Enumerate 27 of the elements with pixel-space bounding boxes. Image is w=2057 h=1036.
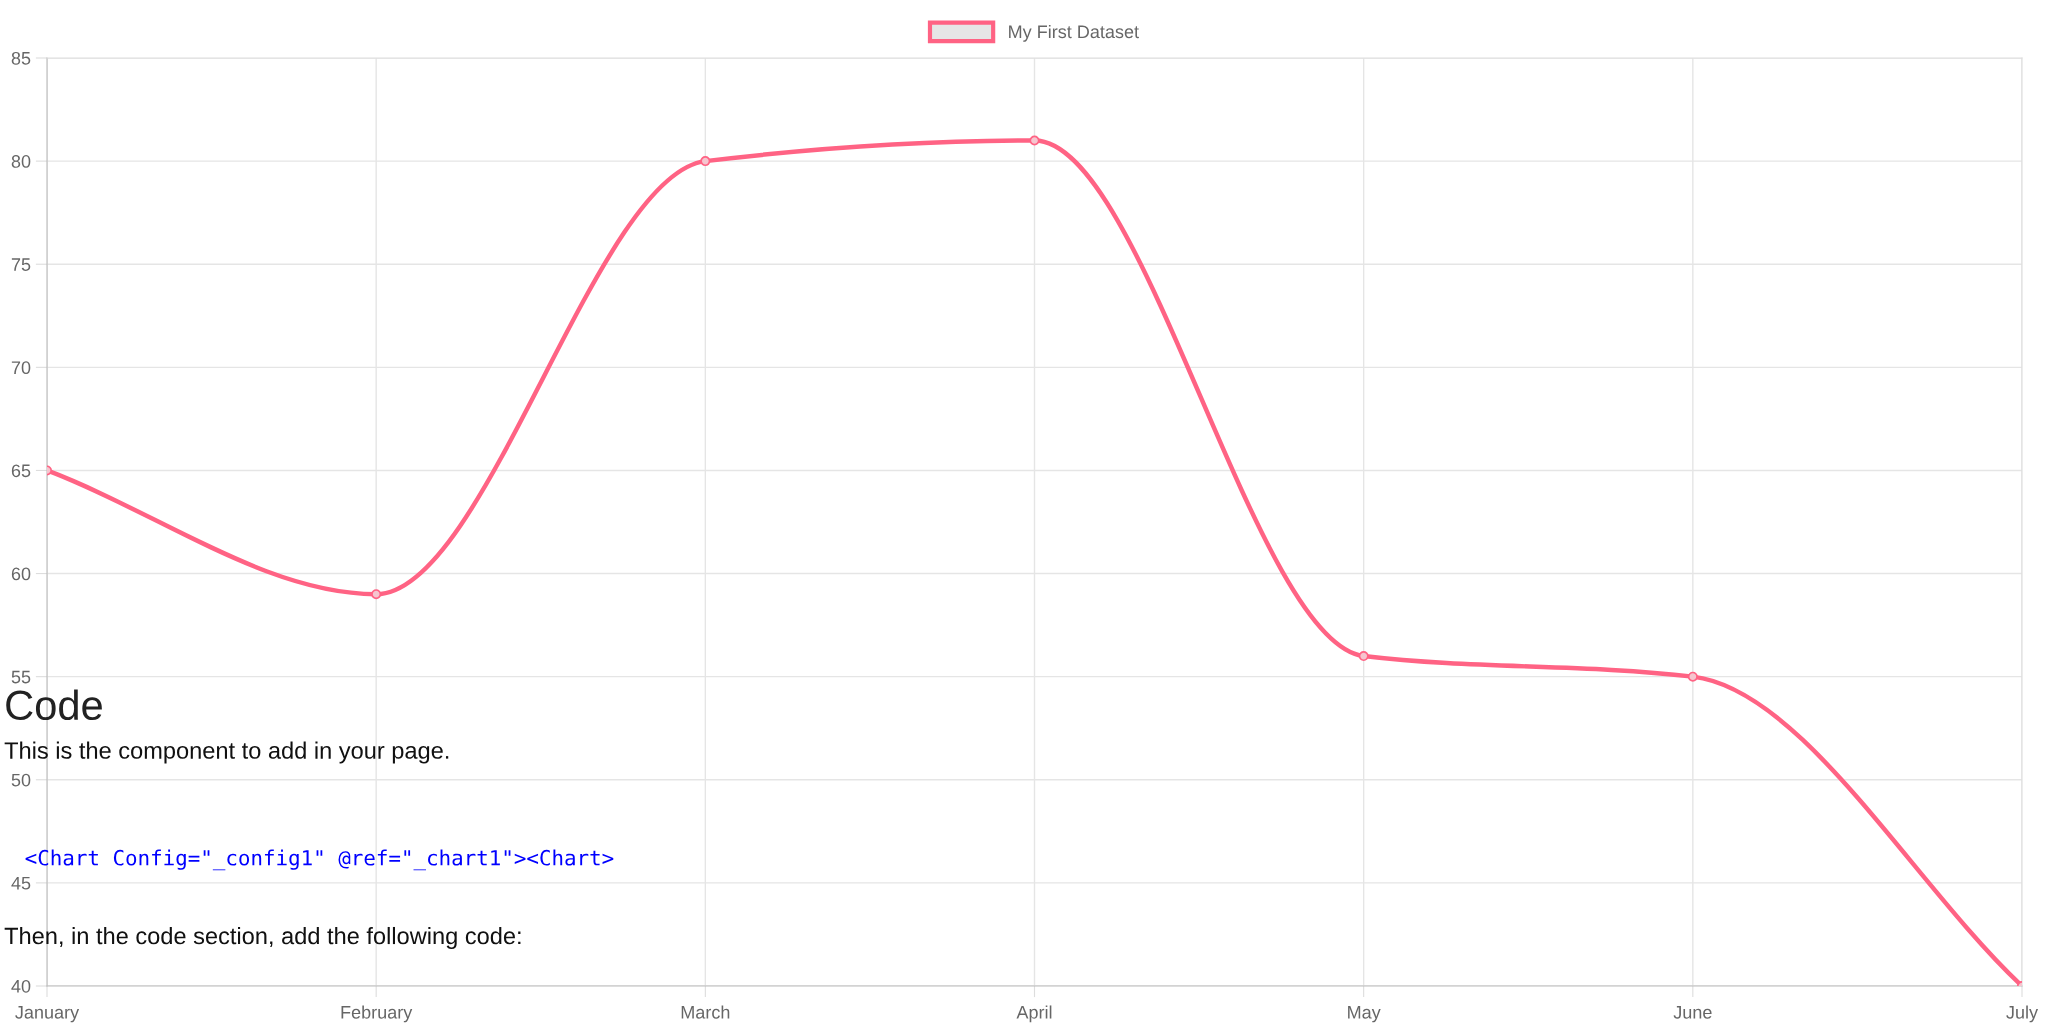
annotation: <Chart Config="_config1" @ref="_chart1"><Chart>	[25, 849, 614, 871]
y-tick-label: 45	[11, 877, 31, 890]
x-tick-label: January	[15, 1006, 80, 1023]
y-tick-label: 65	[11, 464, 31, 478]
legend-label: My First Dataset	[1009, 24, 1139, 42]
y-tick-label: 75	[11, 258, 31, 271]
y-tick-label: 55	[11, 670, 31, 684]
y-tick-label: 70	[11, 361, 31, 375]
x-tick-label: July	[2006, 1005, 2039, 1023]
point	[371, 589, 382, 600]
point	[700, 156, 711, 167]
x-tick-label: April	[1016, 1005, 1052, 1023]
y-tick-label: 60	[11, 567, 31, 581]
x-tick-label: March	[681, 1005, 730, 1019]
x-tick-label: February	[341, 1005, 413, 1023]
x-tick-label: June	[1673, 1006, 1712, 1019]
point	[1029, 135, 1040, 146]
x-tick-label: May	[1348, 1006, 1381, 1023]
annotation: Code	[6, 689, 102, 721]
y-tick-label: 80	[11, 155, 31, 168]
annotation: This is the component to add in your page.	[4, 741, 449, 764]
y-tick-label: 85	[11, 51, 31, 65]
annotation: Then, in the code section, add the following code:	[4, 926, 521, 949]
point	[1687, 671, 1698, 682]
y-tick-label: 40	[11, 979, 31, 993]
point	[1358, 651, 1369, 662]
y-tick-label: 50	[11, 773, 31, 787]
